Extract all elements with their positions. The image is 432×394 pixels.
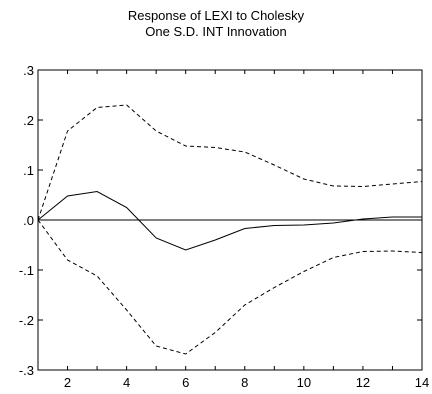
chart-title-line-1: Response of LEXI to Cholesky [127, 8, 305, 23]
response-line-0 [37, 190, 422, 251]
series-group [37, 104, 423, 355]
y-tick-label: -.2 [19, 313, 34, 328]
y-tick-label: .0 [23, 213, 34, 228]
y-tick-label: .3 [23, 63, 34, 78]
y-tick-label: -.3 [19, 363, 34, 378]
x-tick-label: 4 [123, 375, 130, 390]
x-tick-label: 14 [415, 375, 429, 390]
x-tick-label: 8 [241, 375, 248, 390]
chart-title-line-2: One S.D. INT Innovation [145, 24, 287, 39]
x-tick-labels: 2 4 6 8 10 12 14 [64, 375, 429, 390]
confidence-band-line-2 [37, 219, 423, 355]
y-tick-labels: .3 .2 .1 .0 -.1 -.2 -.3 [19, 63, 34, 378]
x-tick-marks [37, 70, 423, 370]
x-tick-label: 2 [64, 375, 71, 390]
y-tick-label: .2 [23, 113, 34, 128]
x-tick-label: 10 [297, 375, 311, 390]
confidence-band-line-1 [37, 104, 423, 221]
x-tick-label: 12 [356, 375, 370, 390]
y-tick-label: -.1 [19, 263, 34, 278]
y-tick-label: .1 [23, 163, 34, 178]
x-tick-label: 6 [182, 375, 189, 390]
